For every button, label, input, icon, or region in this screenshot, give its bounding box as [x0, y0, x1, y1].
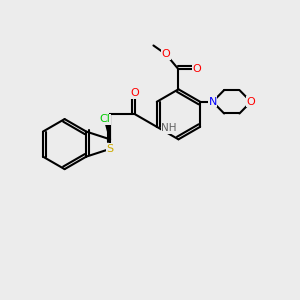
- Text: O: O: [131, 88, 140, 98]
- Text: N: N: [208, 97, 217, 107]
- Text: O: O: [193, 64, 202, 74]
- Text: O: O: [247, 97, 255, 107]
- Text: O: O: [162, 49, 170, 59]
- Text: Cl: Cl: [99, 114, 110, 124]
- Text: NH: NH: [161, 123, 177, 133]
- Text: S: S: [106, 144, 114, 154]
